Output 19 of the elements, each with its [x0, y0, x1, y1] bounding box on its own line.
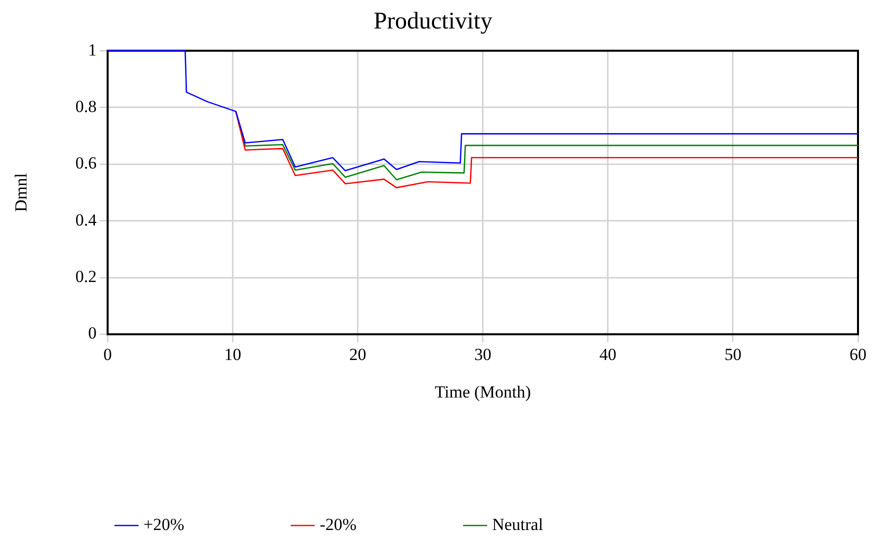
x-axis-title: Time (Month) [434, 382, 531, 402]
x-tick-label: 40 [599, 344, 616, 364]
legend-label: -20% [320, 514, 357, 534]
x-tick-label: 30 [474, 344, 492, 364]
y-tick-label: 0.6 [75, 154, 97, 173]
legend-label: +20% [144, 514, 184, 534]
y-tick-label: 0.8 [75, 96, 97, 116]
legend-label: Neutral [492, 514, 544, 534]
x-tick-label: 10 [224, 344, 242, 364]
x-tick-label: 0 [103, 344, 112, 364]
y-tick-label: 0.2 [75, 266, 97, 286]
y-tick-label: 0 [88, 324, 97, 343]
y-tick-label: 1 [88, 40, 97, 60]
chart-title: Productivity [374, 8, 492, 35]
x-tick-label: 60 [850, 344, 866, 364]
y-tick-label: 0.4 [75, 210, 98, 230]
y-axis-title: Dmnl [12, 172, 31, 212]
x-tick-label: 50 [724, 344, 742, 364]
x-tick-label: 20 [349, 344, 366, 364]
